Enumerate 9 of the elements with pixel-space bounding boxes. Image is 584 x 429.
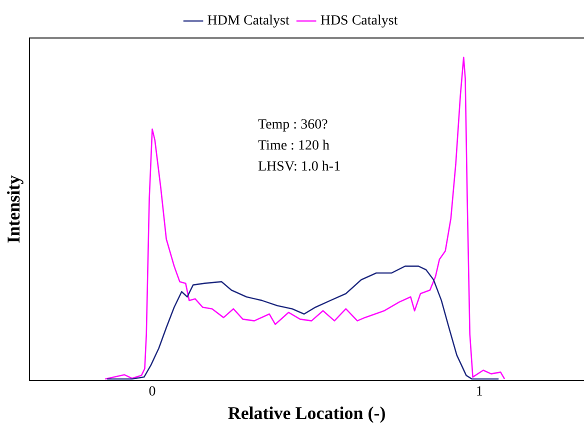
y-axis-title: Intensity xyxy=(3,175,24,244)
annotation: Time : 120 h xyxy=(258,138,330,154)
legend-label: HDM Catalyst xyxy=(207,14,290,29)
legend-label: HDS Catalyst xyxy=(320,14,398,29)
x-tick-label: 1 xyxy=(476,384,483,400)
annotation: Temp : 360? xyxy=(258,118,328,133)
x-axis-title: Relative Location (-) xyxy=(228,402,386,423)
annotation: LHSV: 1.0 h-1 xyxy=(258,160,341,175)
x-tick-label: 0 xyxy=(148,384,156,400)
